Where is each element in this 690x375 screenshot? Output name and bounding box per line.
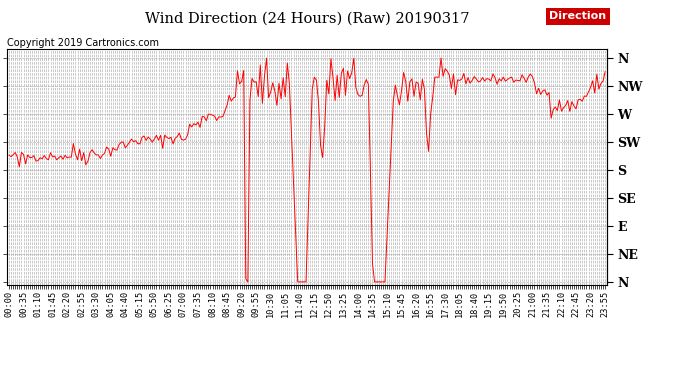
Text: Copyright 2019 Cartronics.com: Copyright 2019 Cartronics.com	[7, 38, 159, 48]
Text: Direction: Direction	[549, 11, 607, 21]
Text: Wind Direction (24 Hours) (Raw) 20190317: Wind Direction (24 Hours) (Raw) 20190317	[145, 11, 469, 25]
